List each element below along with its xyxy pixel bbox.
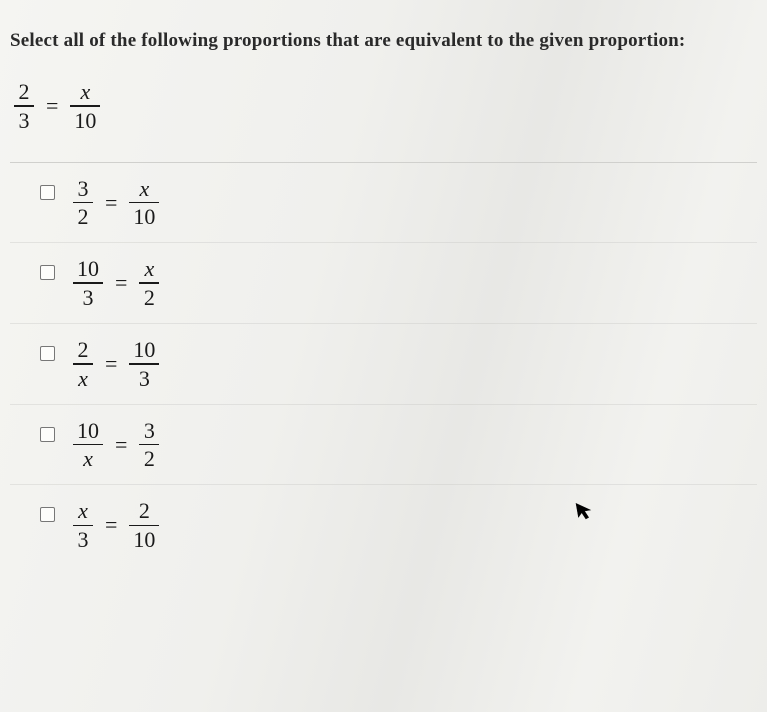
option-left-numer: 10 bbox=[73, 419, 103, 442]
fraction-line bbox=[73, 363, 93, 365]
option-left-numer: 2 bbox=[74, 338, 93, 361]
fraction-line bbox=[129, 202, 159, 204]
equals-sign: = bbox=[111, 432, 131, 458]
fraction-line bbox=[73, 202, 93, 204]
option-equation: 3 2 = x 10 bbox=[73, 177, 159, 229]
equals-sign: = bbox=[101, 351, 121, 377]
option-right-numer: 2 bbox=[135, 499, 154, 522]
equals-sign: = bbox=[101, 512, 121, 538]
fraction-line bbox=[14, 105, 34, 107]
option-right-fraction: 10 3 bbox=[129, 338, 159, 390]
fraction-line bbox=[73, 525, 93, 527]
given-proportion: 2 3 = x 10 bbox=[10, 80, 757, 132]
checkbox[interactable] bbox=[40, 427, 55, 442]
fraction-line bbox=[139, 282, 159, 284]
fraction-line bbox=[73, 444, 103, 446]
given-right-fraction: x 10 bbox=[70, 80, 100, 132]
option-row[interactable]: 10 x = 3 2 bbox=[10, 405, 757, 486]
option-right-numer: 3 bbox=[140, 419, 159, 442]
option-right-numer: x bbox=[135, 177, 153, 200]
option-left-denom: 3 bbox=[79, 286, 98, 309]
option-row[interactable]: 3 2 = x 10 bbox=[10, 163, 757, 244]
option-left-numer: x bbox=[74, 499, 92, 522]
option-left-denom: x bbox=[74, 367, 92, 390]
option-row[interactable]: 2 x = 10 3 bbox=[10, 324, 757, 405]
option-right-denom: 10 bbox=[129, 528, 159, 551]
checkbox[interactable] bbox=[40, 185, 55, 200]
option-right-numer: x bbox=[140, 257, 158, 280]
option-left-fraction: x 3 bbox=[73, 499, 93, 551]
option-row[interactable]: x 3 = 2 10 bbox=[10, 485, 757, 565]
option-right-denom: 10 bbox=[129, 205, 159, 228]
given-left-fraction: 2 3 bbox=[14, 80, 34, 132]
option-left-fraction: 2 x bbox=[73, 338, 93, 390]
option-right-numer: 10 bbox=[129, 338, 159, 361]
checkbox[interactable] bbox=[40, 346, 55, 361]
equals-sign: = bbox=[42, 93, 62, 119]
given-right-denom: 10 bbox=[70, 109, 100, 132]
option-left-denom: x bbox=[79, 447, 97, 470]
option-row[interactable]: 10 3 = x 2 bbox=[10, 243, 757, 324]
fraction-line bbox=[139, 444, 159, 446]
options-list: 3 2 = x 10 10 3 = x 2 bbox=[10, 162, 757, 565]
fraction-line bbox=[70, 105, 100, 107]
option-left-numer: 3 bbox=[74, 177, 93, 200]
option-right-fraction: 2 10 bbox=[129, 499, 159, 551]
option-left-numer: 10 bbox=[73, 257, 103, 280]
given-right-numer: x bbox=[76, 80, 94, 103]
option-left-fraction: 10 x bbox=[73, 419, 103, 471]
option-equation: 2 x = 10 3 bbox=[73, 338, 159, 390]
checkbox[interactable] bbox=[40, 507, 55, 522]
option-equation: 10 x = 3 2 bbox=[73, 419, 159, 471]
fraction-line bbox=[129, 363, 159, 365]
option-right-fraction: x 10 bbox=[129, 177, 159, 229]
fraction-line bbox=[129, 525, 159, 527]
checkbox[interactable] bbox=[40, 265, 55, 280]
given-left-numer: 2 bbox=[15, 80, 34, 103]
option-left-denom: 2 bbox=[74, 205, 93, 228]
option-right-denom: 3 bbox=[135, 367, 154, 390]
equals-sign: = bbox=[111, 270, 131, 296]
option-right-fraction: x 2 bbox=[139, 257, 159, 309]
given-left-denom: 3 bbox=[15, 109, 34, 132]
option-right-denom: 2 bbox=[140, 447, 159, 470]
option-equation: x 3 = 2 10 bbox=[73, 499, 159, 551]
option-left-fraction: 10 3 bbox=[73, 257, 103, 309]
option-right-denom: 2 bbox=[140, 286, 159, 309]
option-equation: 10 3 = x 2 bbox=[73, 257, 159, 309]
option-right-fraction: 3 2 bbox=[139, 419, 159, 471]
given-equation: 2 3 = x 10 bbox=[14, 80, 757, 132]
instruction-text: Select all of the following proportions … bbox=[10, 30, 757, 52]
option-left-fraction: 3 2 bbox=[73, 177, 93, 229]
equals-sign: = bbox=[101, 190, 121, 216]
option-left-denom: 3 bbox=[74, 528, 93, 551]
fraction-line bbox=[73, 282, 103, 284]
